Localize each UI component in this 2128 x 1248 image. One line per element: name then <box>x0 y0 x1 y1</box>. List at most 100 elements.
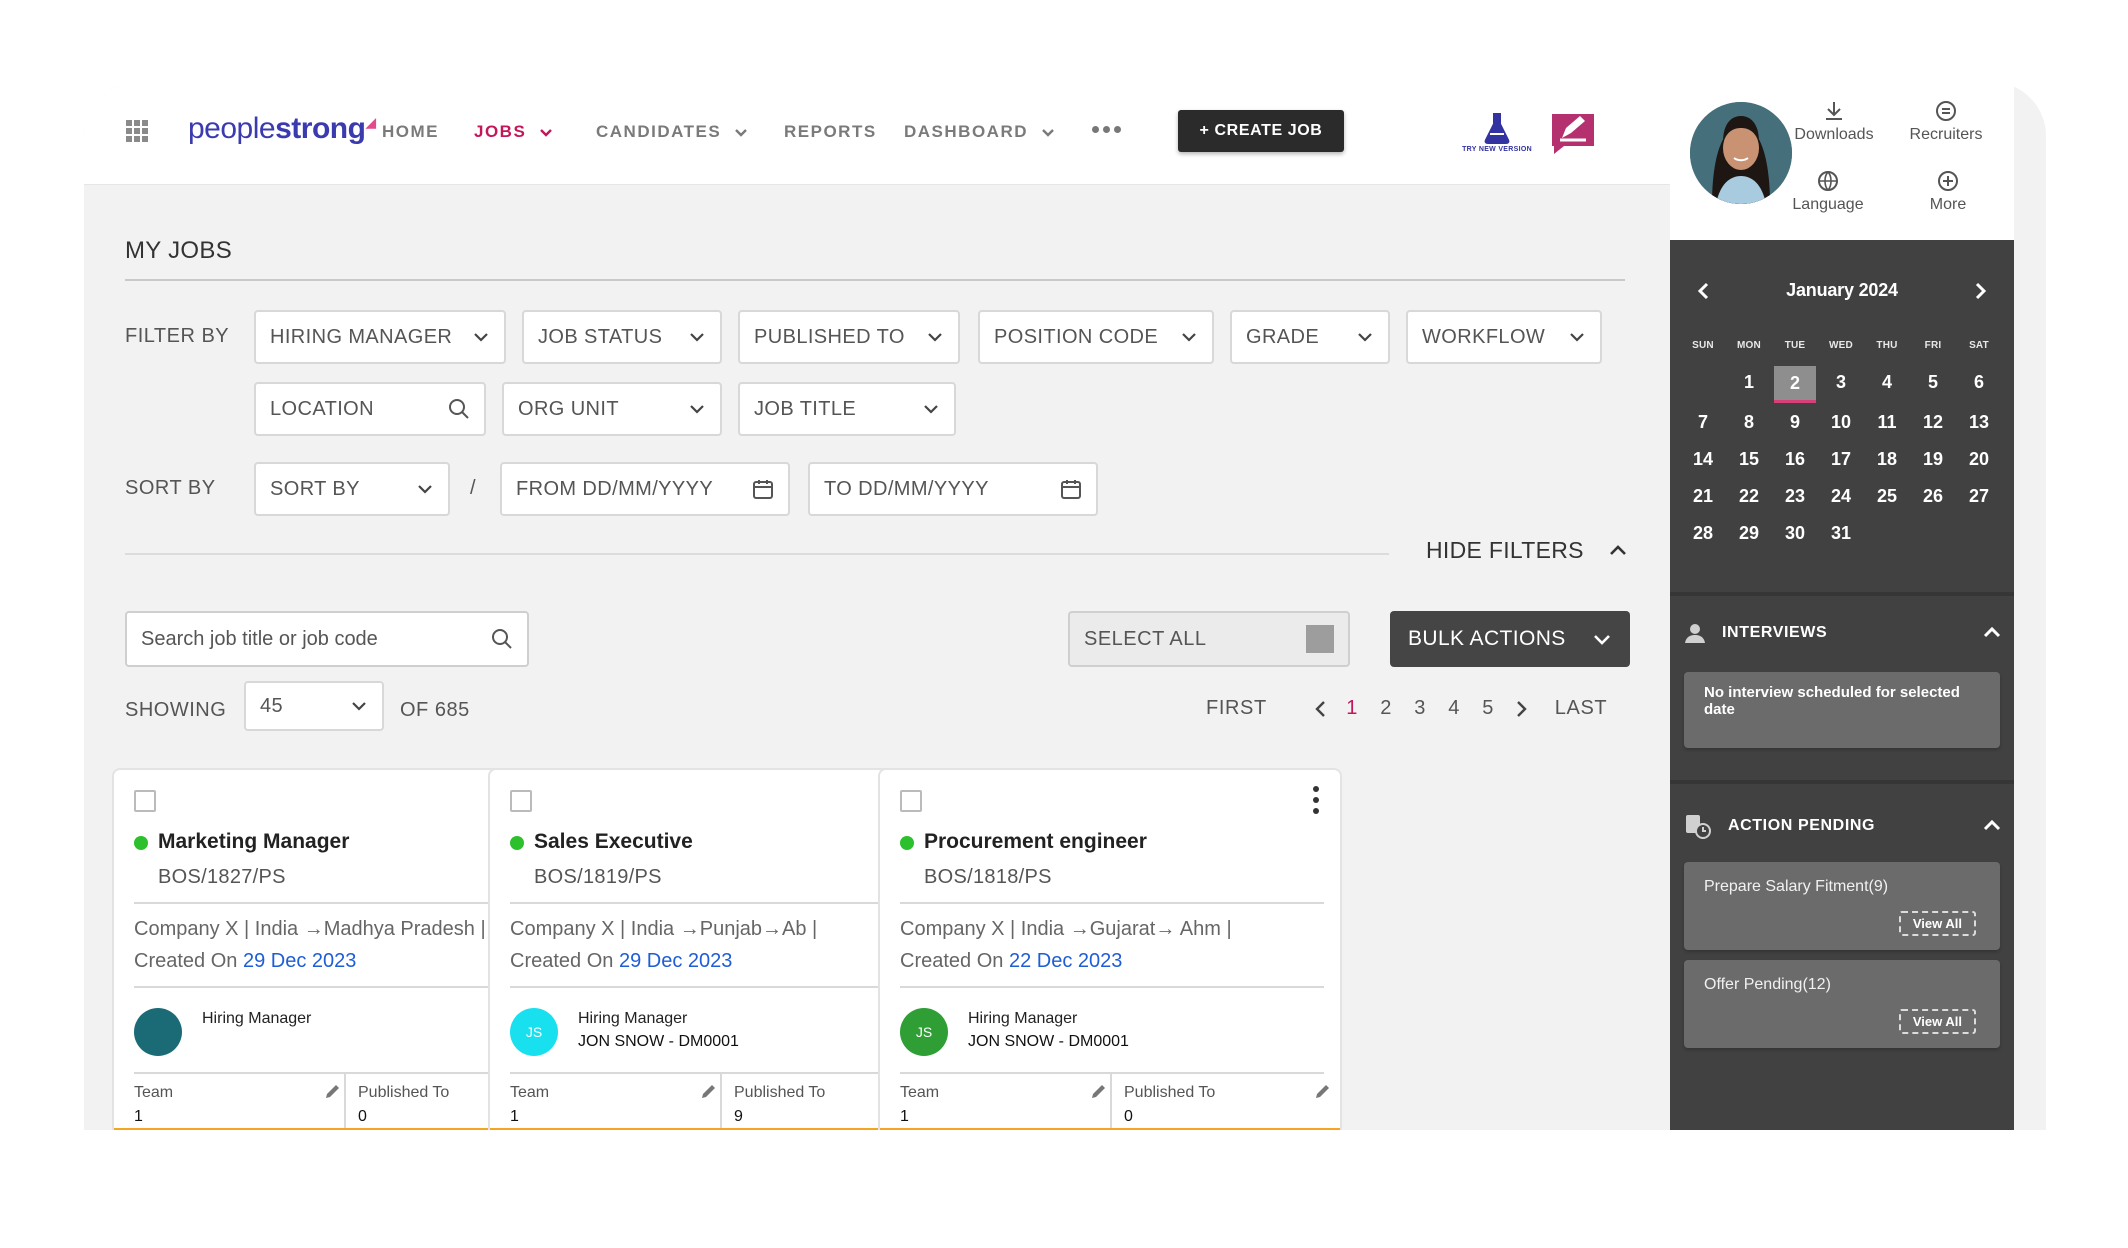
filter-org-unit[interactable]: ORG UNIT <box>502 382 722 436</box>
calendar-day[interactable]: 12 <box>1922 412 1944 432</box>
calendar-day[interactable]: 27 <box>1968 486 1990 506</box>
from-date-input[interactable]: FROM DD/MM/YYYY <box>500 462 790 516</box>
calendar-day[interactable]: 11 <box>1877 412 1897 432</box>
filter-grade[interactable]: GRADE <box>1230 310 1390 364</box>
sort-by-dropdown[interactable]: SORT BY <box>254 462 450 516</box>
pencil-icon[interactable] <box>700 1082 718 1100</box>
calendar-day[interactable]: 21 <box>1692 486 1714 506</box>
calendar-day[interactable]: 23 <box>1784 486 1806 506</box>
filter-location[interactable]: LOCATION <box>254 382 486 436</box>
calendar-day[interactable]: 10 <box>1830 412 1852 432</box>
calendar-day[interactable]: 31 <box>1830 523 1852 543</box>
job-card[interactable]: Procurement engineer BOS/1818/PS Company… <box>878 768 1342 1130</box>
calendar-day[interactable]: 25 <box>1876 486 1898 506</box>
interviews-header[interactable]: INTERVIEWS <box>1684 622 2002 644</box>
chevron-up-icon[interactable] <box>1982 623 2002 643</box>
page-link[interactable]: 1 <box>1346 697 1358 719</box>
filter-hiring-manager[interactable]: HIRING MANAGER <box>254 310 506 364</box>
job-title[interactable]: Marketing Manager <box>158 830 350 853</box>
calendar-icon[interactable] <box>1060 478 1082 500</box>
more-menu-icon[interactable] <box>1092 126 1121 133</box>
calendar-day[interactable]: 15 <box>1738 449 1760 469</box>
first-page-link[interactable]: FIRST <box>1206 697 1267 719</box>
calendar-day[interactable]: 4 <box>1881 372 1892 392</box>
filter-job-status[interactable]: JOB STATUS <box>522 310 722 364</box>
job-title[interactable]: Sales Executive <box>534 830 693 853</box>
nav-home[interactable]: HOME <box>382 122 439 142</box>
calendar-day[interactable]: 22 <box>1738 486 1760 506</box>
calendar-day[interactable]: 8 <box>1743 412 1754 432</box>
calendar-day[interactable]: 16 <box>1784 449 1806 469</box>
calendar-day[interactable]: 13 <box>1968 412 1990 432</box>
job-select-checkbox[interactable] <box>134 790 156 812</box>
calendar-day[interactable]: 7 <box>1697 412 1708 432</box>
calendar-day[interactable]: 26 <box>1922 486 1944 506</box>
action-pending-header[interactable]: ACTION PENDING <box>1684 812 2002 840</box>
calendar-day[interactable]: 9 <box>1789 412 1800 432</box>
chevron-left-icon[interactable] <box>1694 281 1714 301</box>
job-card[interactable]: Sales Executive BOS/1819/PS Company X | … <box>488 768 952 1130</box>
calendar-day[interactable]: 19 <box>1922 449 1944 469</box>
last-page-link[interactable]: LAST <box>1554 697 1608 719</box>
calendar-icon[interactable] <box>752 478 774 500</box>
downloads-button[interactable]: Downloads <box>1784 100 1884 144</box>
select-all-checkbox[interactable]: SELECT ALL <box>1068 611 1350 667</box>
page-size-dropdown[interactable]: 45 <box>244 681 384 731</box>
filter-workflow[interactable]: WORKFLOW <box>1406 310 1602 364</box>
page-link[interactable]: 4 <box>1448 697 1460 719</box>
calendar-day[interactable]: 1 <box>1743 372 1754 392</box>
view-all-button[interactable]: View All <box>1898 911 1976 936</box>
user-avatar[interactable] <box>1690 102 1792 204</box>
calendar-day[interactable]: 5 <box>1927 372 1938 392</box>
more-button[interactable]: More <box>1898 170 1998 214</box>
to-date-input[interactable]: TO DD/MM/YYYY <box>808 462 1098 516</box>
calendar-day[interactable]: 20 <box>1968 449 1990 469</box>
pencil-icon[interactable] <box>324 1082 342 1100</box>
nav-candidates[interactable]: CANDIDATES <box>596 122 749 142</box>
pencil-icon[interactable] <box>1090 1082 1108 1100</box>
bulk-actions-button[interactable]: BULK ACTIONS <box>1390 611 1630 667</box>
nav-jobs[interactable]: JOBS <box>474 122 554 142</box>
pencil-icon[interactable] <box>1314 1082 1332 1100</box>
view-all-button[interactable]: View All <box>1898 1009 1976 1034</box>
page-link[interactable]: 2 <box>1380 697 1392 719</box>
chevron-left-icon[interactable] <box>1311 699 1331 719</box>
page-link[interactable]: 5 <box>1482 697 1494 719</box>
create-job-button[interactable]: + CREATE JOB <box>1178 110 1344 152</box>
hide-filters-toggle[interactable]: HIDE FILTERS <box>1426 537 1628 564</box>
chevron-right-icon[interactable] <box>1511 699 1531 719</box>
calendar-day[interactable]: 29 <box>1738 523 1760 543</box>
calendar-day[interactable]: 3 <box>1835 372 1846 392</box>
page-link[interactable]: 3 <box>1414 697 1426 719</box>
filter-published-to[interactable]: PUBLISHED TO <box>738 310 960 364</box>
chevron-up-icon[interactable] <box>1982 816 2002 836</box>
calendar-day[interactable]: 28 <box>1692 523 1714 543</box>
recruiters-button[interactable]: Recruiters <box>1896 100 1996 144</box>
nav-reports[interactable]: REPORTS <box>784 122 877 142</box>
job-select-checkbox[interactable] <box>510 790 532 812</box>
feedback-icon[interactable] <box>1548 110 1598 156</box>
chevron-right-icon[interactable] <box>1970 281 1990 301</box>
calendar-day[interactable]: 18 <box>1876 449 1898 469</box>
select-all-box[interactable] <box>1306 625 1334 653</box>
filter-job-title[interactable]: JOB TITLE <box>738 382 956 436</box>
kebab-menu-icon[interactable] <box>1306 786 1326 814</box>
calendar-day[interactable]: 24 <box>1830 486 1852 506</box>
job-search-input[interactable]: Search job title or job code <box>125 611 529 667</box>
search-icon[interactable] <box>491 628 513 650</box>
action-card-salary-fitment[interactable]: Prepare Salary Fitment(9) View All <box>1684 862 2000 950</box>
nav-dashboard[interactable]: DASHBOARD <box>904 122 1056 142</box>
calendar-day[interactable]: 30 <box>1784 523 1806 543</box>
calendar-day[interactable]: 6 <box>1973 372 1984 392</box>
job-select-checkbox[interactable] <box>900 790 922 812</box>
calendar-day[interactable]: 14 <box>1692 449 1714 469</box>
action-card-offer-pending[interactable]: Offer Pending(12) View All <box>1684 960 2000 1048</box>
job-title[interactable]: Procurement engineer <box>924 830 1147 853</box>
try-new-version-button[interactable]: TRY NEW VERSION <box>1460 112 1534 153</box>
filter-position-code[interactable]: POSITION CODE <box>978 310 1214 364</box>
calendar-day[interactable]: 17 <box>1830 449 1852 469</box>
calendar-day-today[interactable]: 2 <box>1774 366 1816 403</box>
language-button[interactable]: Language <box>1778 170 1878 214</box>
app-grid-icon[interactable] <box>126 120 148 142</box>
peoplestrong-logo[interactable]: peoplestrong◢ <box>188 112 376 146</box>
